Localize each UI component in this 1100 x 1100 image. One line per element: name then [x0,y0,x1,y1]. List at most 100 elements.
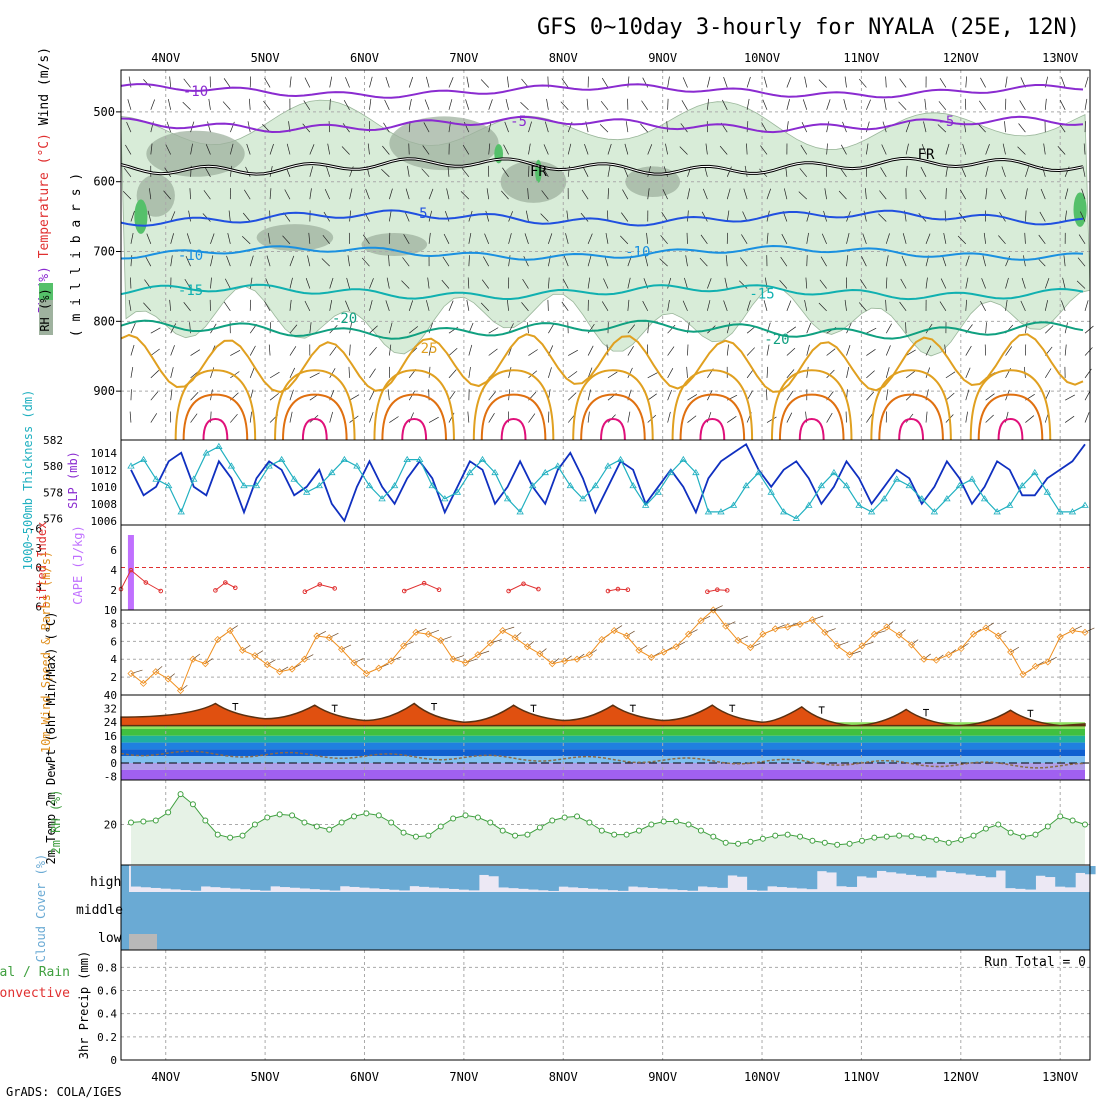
wind-barb [622,189,629,200]
wind-barb [905,121,911,133]
wind-barb [128,76,132,88]
cape-tick-label: 10 [104,604,117,617]
cloud-high-bar [806,866,818,890]
warm-contour [580,393,646,441]
thickness-point [842,481,851,489]
wind-barb [189,188,191,200]
warm-contour [878,393,944,441]
wind-barb [726,344,729,356]
wind-barb [1044,368,1052,379]
wind-barb [627,299,630,311]
wind-barb [1084,98,1088,110]
warm-contour [798,418,825,441]
wind-barb [1025,188,1028,200]
wind-barb [448,300,454,311]
wind-barb [885,299,887,311]
isotherm-label: FR [918,147,935,163]
wind-barb-10m [267,659,276,665]
cape-label: CAPE (J/kg) [71,525,85,604]
wind-barb-10m [725,621,736,627]
warm-contour [997,418,1024,441]
lifted-tick-label: 0 [35,562,42,575]
wind-barb [1000,189,1006,200]
lifted-index-point [715,587,720,593]
wind-speed-point [548,660,556,668]
wind-barb [880,167,887,177]
wind-barb [150,391,159,401]
wind-barb [389,416,399,423]
wind-barb [945,143,950,155]
wind-barb [504,121,509,133]
rh-2m-point [660,818,667,825]
wind-speed-point [499,627,507,635]
wind-barb [523,256,529,267]
wind-barb [726,210,730,222]
wind-barb [885,233,890,244]
wind-barb [786,77,792,88]
wind-barb [1077,257,1086,267]
wind-barb [384,99,390,110]
wind-speed-point [920,655,928,663]
wind-barb [566,210,569,222]
thickness-point [503,495,512,502]
dewpoint-line [120,750,1086,769]
thickness-point [441,495,449,502]
warm-contour [182,393,249,441]
wind-barb [381,168,390,178]
lifted-index-point [317,582,323,587]
isotherm-labels: -10 -5 -5 FR FR -5 -10 -10 -15 -15 -20 -20 25 [178,84,954,357]
wind-barb [1005,299,1008,311]
cape-bar [127,535,134,610]
wind-tick-label: 6 [110,635,117,648]
thickness-tick-label: 576 [43,512,63,525]
cloud-high-bar [498,866,510,888]
wind-barb [284,189,291,200]
wind-barb-10m [886,621,894,628]
cloud-high-bar [210,866,221,888]
rh-2m-point [437,823,444,830]
slp-thickness-panel: 1006 1008 1010 1012 1014 576 578 580 582 1000~50… [21,390,1091,570]
wind-barb [763,300,768,311]
cloud-high-bar [349,866,361,887]
cloud-high-bar [429,866,440,888]
wind-barb [304,77,311,88]
wind-barb [528,121,532,133]
thickness-point [641,501,650,508]
lifted-index-point [625,587,631,593]
lifted-index-line [304,583,335,593]
wind-barb [190,349,201,356]
wind-barb [561,78,569,88]
wind-barb-10m [514,632,522,638]
rh-2m-point [784,831,791,838]
wind-barb [150,348,160,356]
rh-2m-point [945,839,952,846]
wind-barb-10m [341,644,352,650]
wind-barb [998,235,1006,245]
wind-barb [402,257,410,267]
lifted-tick-label: 3 [35,581,42,594]
cloud-high-bar [697,866,708,887]
thickness-point [805,501,813,508]
wind-barb [920,166,927,177]
wind-tick-label: 8 [110,617,117,630]
wind-barb [1060,300,1066,311]
temp-band-top [121,695,1090,709]
wind-barb [388,322,393,334]
wind-barb [624,143,629,155]
wind-barb [846,255,849,267]
rh-2m-area [131,794,1085,865]
lifted-index-point [143,580,149,585]
wind-barb [163,190,171,200]
cloud-high-bar [588,866,599,889]
wind-barb [567,143,572,155]
thickness-point [767,488,775,495]
wind-barb [587,345,594,356]
lifted-tick-label: -6 [29,522,42,535]
wind-barb [647,144,653,155]
wind-barb [905,165,908,177]
wind-barb [466,76,470,88]
wind-barb [269,322,271,334]
wind-barb [818,302,827,312]
lifted-index-point [536,586,541,592]
